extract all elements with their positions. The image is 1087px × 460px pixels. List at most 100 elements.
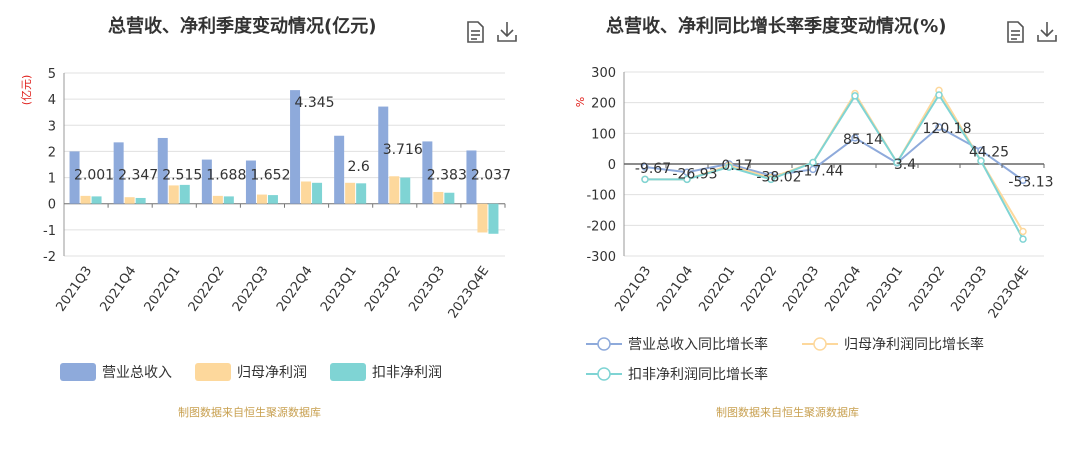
net-profit-bar[interactable] bbox=[80, 195, 91, 204]
revenue-growth-point[interactable] bbox=[851, 134, 859, 142]
line-data-label: -38.02 bbox=[756, 170, 801, 186]
deducted-profit-bar[interactable] bbox=[488, 203, 499, 234]
revenue-growth-point[interactable] bbox=[641, 163, 649, 171]
deducted-profit-growth-point[interactable] bbox=[851, 92, 859, 100]
legend-swatch-deducted-profit bbox=[330, 363, 366, 381]
legend-label-net-profit: 归母净利润 bbox=[237, 365, 307, 381]
deducted-profit-growth-point[interactable] bbox=[767, 175, 775, 184]
download-icon[interactable] bbox=[1036, 20, 1058, 44]
bar-data-label: 2.6 bbox=[348, 159, 370, 175]
line-data-label: 3.4 bbox=[894, 157, 916, 173]
revenue-growth-point[interactable] bbox=[935, 123, 943, 131]
legend-label-net-profit-growth: 归母净利润同比增长率 bbox=[844, 337, 984, 353]
revenue-bar[interactable] bbox=[378, 106, 389, 204]
net-profit-growth-line[interactable] bbox=[645, 88, 1024, 232]
x-tick-label: 2023Q4E bbox=[986, 264, 1033, 322]
bar-data-label: 2.347 bbox=[118, 168, 158, 184]
revenue-bar[interactable] bbox=[290, 90, 301, 204]
y-axis-unit-label: % bbox=[574, 97, 587, 107]
document-icon[interactable] bbox=[1004, 20, 1026, 44]
deducted-profit-bar[interactable] bbox=[444, 192, 455, 204]
bar-data-label: 3.716 bbox=[383, 142, 423, 158]
legend-label-deducted-profit: 扣非净利润 bbox=[372, 365, 442, 381]
deducted-profit-growth-point[interactable] bbox=[935, 91, 943, 99]
revenue-bar[interactable] bbox=[422, 141, 433, 204]
line-data-label: -26.93 bbox=[672, 166, 717, 182]
deducted-profit-bar[interactable] bbox=[91, 196, 102, 204]
deducted-profit-bar[interactable] bbox=[267, 195, 278, 204]
deducted-profit-growth-point[interactable] bbox=[809, 158, 817, 167]
x-tick-label: 2022Q4 bbox=[274, 264, 316, 315]
deducted-profit-bar[interactable] bbox=[400, 177, 411, 204]
revenue-growth-point[interactable] bbox=[683, 168, 691, 177]
deducted-profit-growth-point[interactable] bbox=[893, 158, 901, 167]
deducted-profit-growth-point[interactable] bbox=[1019, 235, 1027, 243]
net-profit-growth-point[interactable] bbox=[1019, 227, 1027, 236]
x-tick-label: 2022Q2 bbox=[738, 264, 780, 315]
net-profit-bar[interactable] bbox=[301, 181, 312, 204]
deducted-profit-bar[interactable] bbox=[135, 197, 146, 204]
deducted-profit-bar[interactable] bbox=[356, 183, 367, 204]
x-tick-label: 2022Q1 bbox=[142, 264, 184, 315]
y-tick-label: -2 bbox=[43, 250, 56, 265]
deducted-profit-growth-point[interactable] bbox=[725, 163, 733, 171]
y-tick-label: 3 bbox=[48, 119, 56, 134]
x-tick-label: 2022Q3 bbox=[780, 264, 822, 315]
net-profit-bar[interactable] bbox=[345, 182, 356, 204]
line-data-label: 44.25 bbox=[969, 144, 1009, 160]
document-icon[interactable] bbox=[464, 20, 486, 44]
bar-chart: 2.001 2.347 2.515 1.688 1.6524.3452.63.7162.… bbox=[20, 67, 511, 321]
right-chart-title: 总营收、净利同比增长率季度变动情况(%) bbox=[606, 16, 947, 37]
y-tick-label: -300 bbox=[586, 250, 616, 265]
revenue-growth-line[interactable] bbox=[644, 125, 1024, 182]
revenue-bar[interactable] bbox=[466, 150, 477, 204]
x-tick-label: 2023Q1 bbox=[864, 264, 906, 315]
y-tick-label: 4 bbox=[48, 93, 56, 108]
y-tick-label: 100 bbox=[591, 127, 616, 142]
bar-data-label: 2.515 bbox=[162, 168, 202, 184]
net-profit-bar[interactable] bbox=[124, 197, 135, 204]
download-icon[interactable] bbox=[496, 20, 518, 44]
line-data-label: 85.14 bbox=[843, 132, 883, 148]
revenue-bar[interactable] bbox=[113, 142, 124, 204]
revenue-growth-point[interactable] bbox=[809, 165, 817, 174]
legend-item-revenue[interactable]: 营业总收入 bbox=[60, 362, 172, 382]
legend-item-revenue-growth[interactable]: 营业总收入同比增长率 bbox=[586, 334, 768, 354]
deducted-profit-growth-point[interactable] bbox=[641, 175, 649, 184]
net-profit-bar[interactable] bbox=[212, 195, 223, 204]
net-profit-bar[interactable] bbox=[477, 203, 488, 233]
deducted-profit-growth-point[interactable] bbox=[977, 157, 985, 165]
line-data-label: -9.67 bbox=[635, 161, 671, 177]
revenue-bar[interactable] bbox=[69, 151, 80, 204]
net-profit-bar[interactable] bbox=[256, 194, 267, 204]
revenue-growth-point[interactable] bbox=[977, 146, 985, 155]
deducted-profit-growth-line[interactable] bbox=[645, 93, 1024, 240]
revenue-bar[interactable] bbox=[201, 159, 212, 204]
x-tick-label: 2022Q4 bbox=[822, 264, 864, 315]
revenue-bar[interactable] bbox=[334, 135, 345, 204]
deducted-profit-bar[interactable] bbox=[179, 184, 190, 204]
y-tick-label: -200 bbox=[586, 219, 616, 234]
x-tick-label: 2023Q3 bbox=[948, 264, 990, 315]
legend-item-deducted-profit[interactable]: 扣非净利润 bbox=[330, 362, 442, 382]
bar-data-label: 2.001 bbox=[74, 168, 114, 184]
x-tick-label: 2023Q1 bbox=[318, 264, 360, 315]
net-profit-bar[interactable] bbox=[433, 191, 444, 204]
net-profit-bar[interactable] bbox=[389, 176, 400, 204]
y-tick-label: 0 bbox=[48, 198, 56, 213]
deducted-profit-bar[interactable] bbox=[312, 182, 323, 204]
x-tick-label: 2023Q2 bbox=[362, 264, 404, 315]
x-tick-label: 2022Q2 bbox=[186, 264, 228, 315]
revenue-bar[interactable] bbox=[157, 137, 168, 204]
x-tick-label: 2021Q4 bbox=[98, 264, 140, 315]
deducted-profit-growth-point[interactable] bbox=[683, 175, 691, 184]
revenue-bar[interactable] bbox=[245, 160, 256, 204]
legend-item-deducted-profit-growth[interactable]: 扣非净利润同比增长率 bbox=[586, 364, 768, 384]
bar-data-label: 2.037 bbox=[471, 168, 511, 184]
legend-item-net-profit-growth[interactable]: 归母净利润同比增长率 bbox=[802, 334, 984, 354]
right-chart-panel: 总营收、净利同比增长率季度变动情况(%) -9.67 -26.93 0.17 -38.… bbox=[544, 0, 1087, 460]
net-profit-bar[interactable] bbox=[168, 185, 179, 204]
revenue-growth-point[interactable] bbox=[1019, 176, 1027, 185]
deducted-profit-bar[interactable] bbox=[223, 196, 234, 204]
legend-item-net-profit[interactable]: 归母净利润 bbox=[195, 362, 307, 382]
